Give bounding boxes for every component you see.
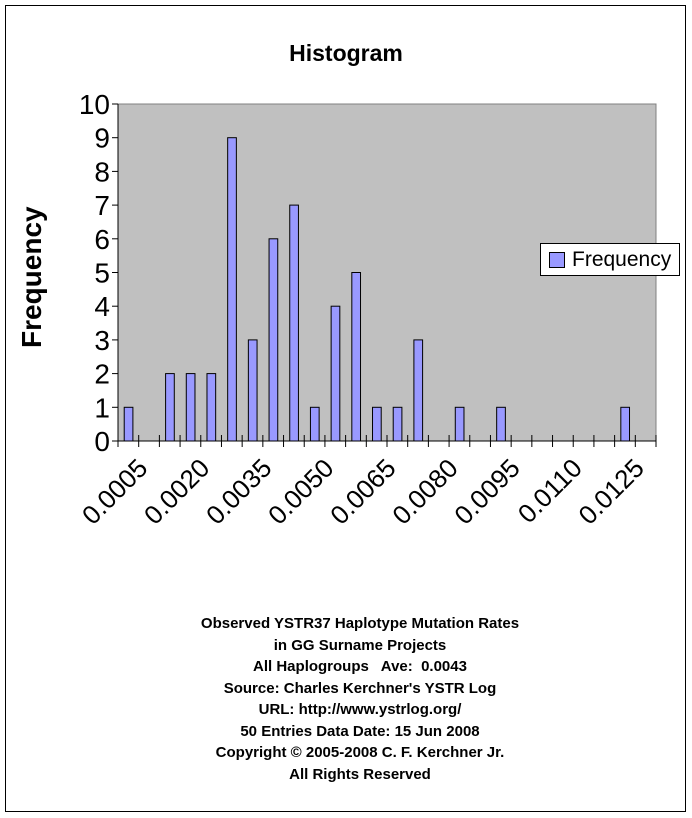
footer-line: 50 Entries Data Date: 15 Jun 2008 xyxy=(240,722,480,740)
histogram-bar xyxy=(620,406,631,442)
y-tick-label: 1 xyxy=(94,392,110,423)
x-tick-label: 0.0125 xyxy=(572,453,649,530)
footer-line: All Haplogroups Ave: 0.0043 xyxy=(253,658,467,675)
histogram-bar xyxy=(185,373,196,442)
y-tick-label: 4 xyxy=(94,291,110,322)
y-tick-label: 6 xyxy=(94,224,110,255)
footer-line: All Rights Reserved xyxy=(289,765,431,783)
x-tick-label: 0.0110 xyxy=(512,453,588,529)
chart-frame xyxy=(5,5,686,812)
chart-footer: Observed YSTR37 Haplotype Mutation Rates… xyxy=(0,613,692,785)
y-tick-label: 7 xyxy=(94,190,110,221)
x-tick-label: 0.0095 xyxy=(448,453,525,530)
y-tick-label: 5 xyxy=(94,258,110,289)
histogram-bar xyxy=(247,339,258,442)
legend: Frequency xyxy=(540,243,680,276)
histogram-bar xyxy=(454,406,465,442)
y-tick-label: 0 xyxy=(94,426,110,457)
x-tick-label: 0.0020 xyxy=(138,453,215,530)
histogram-bar xyxy=(496,406,506,442)
y-tick-label: 8 xyxy=(94,156,110,187)
footer-line: in GG Surname Projects xyxy=(273,636,447,654)
histogram-bar xyxy=(123,406,134,442)
histogram-bar xyxy=(413,339,424,442)
histogram-bar xyxy=(268,238,279,442)
legend-swatch xyxy=(549,251,565,268)
histogram-bar xyxy=(372,406,382,442)
histogram-bar xyxy=(206,373,217,442)
x-tick-label: 0.0035 xyxy=(200,453,277,530)
footer-line: Source: Charles Kerchner's YSTR Log xyxy=(223,679,497,697)
y-tick-label: 3 xyxy=(94,325,110,356)
y-tick-label: 10 xyxy=(79,89,110,120)
histogram-bar xyxy=(289,204,299,442)
x-tick-label: 0.0050 xyxy=(262,453,339,530)
chart-title: Histogram xyxy=(289,40,403,66)
histogram-bar xyxy=(309,406,320,442)
y-tick-label: 2 xyxy=(94,359,110,390)
footer-line: URL: http://www.ystrlog.org/ xyxy=(258,701,462,718)
footer-line: Observed YSTR37 Haplotype Mutation Rates xyxy=(200,615,520,632)
legend-label: Frequency xyxy=(572,247,672,271)
footer-line: Copyright © 2005-2008 C. F. Kerchner Jr. xyxy=(215,744,505,761)
x-tick-label: 0.0005 xyxy=(76,453,153,530)
histogram-bar xyxy=(330,305,341,442)
histogram-bar xyxy=(392,406,403,442)
x-tick-label: 0.0065 xyxy=(324,453,401,530)
histogram-bar xyxy=(165,373,175,442)
histogram-bar xyxy=(227,137,237,442)
histogram-bar xyxy=(351,272,362,442)
y-tick-label: 9 xyxy=(94,123,110,154)
x-tick-label: 0.0080 xyxy=(386,453,463,530)
